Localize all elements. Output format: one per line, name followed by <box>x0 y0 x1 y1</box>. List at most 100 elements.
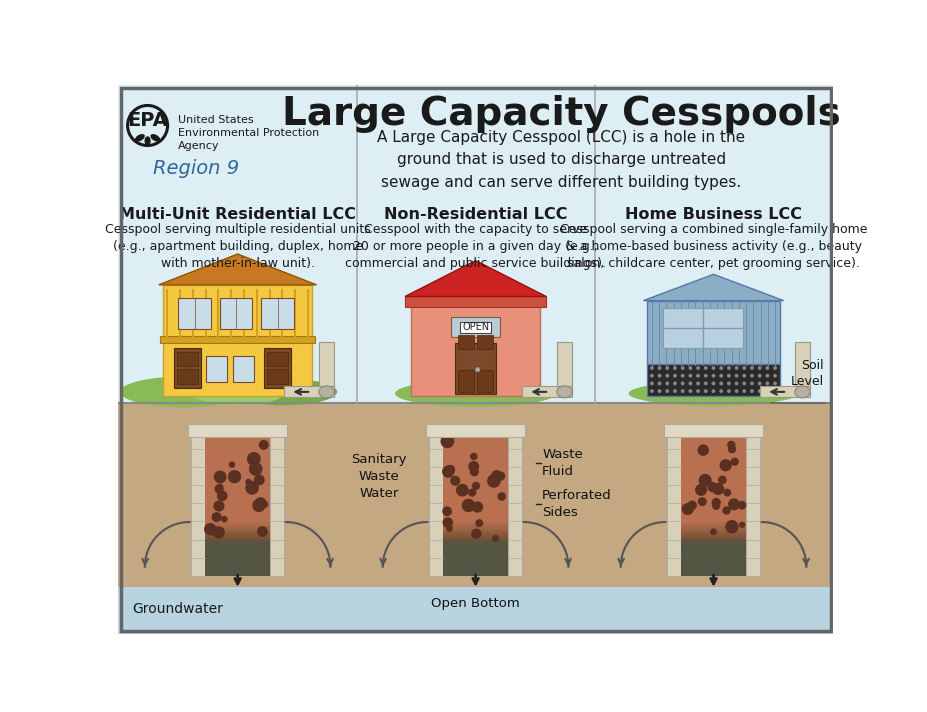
Circle shape <box>709 528 717 535</box>
Circle shape <box>765 374 768 377</box>
Text: Soil
Level: Soil Level <box>790 359 823 388</box>
Polygon shape <box>159 254 316 285</box>
Circle shape <box>765 366 768 370</box>
Circle shape <box>726 366 730 370</box>
Bar <box>442 536 508 539</box>
Bar <box>119 587 832 634</box>
Circle shape <box>469 467 478 476</box>
Circle shape <box>726 389 730 393</box>
Bar <box>425 424 525 436</box>
Bar <box>680 525 745 528</box>
Circle shape <box>718 374 722 377</box>
Circle shape <box>711 374 715 377</box>
Circle shape <box>757 374 761 377</box>
Text: EPA: EPA <box>127 111 168 130</box>
Text: Region 9: Region 9 <box>153 159 239 177</box>
Bar <box>458 370 474 392</box>
Text: A Large Capacity Cesspool (LCC) is a hole in the
ground that is used to discharg: A Large Capacity Cesspool (LCC) is a hol… <box>377 130 744 189</box>
Circle shape <box>213 471 226 483</box>
Circle shape <box>467 488 476 497</box>
Circle shape <box>727 445 735 454</box>
Circle shape <box>706 482 717 492</box>
Circle shape <box>253 474 264 486</box>
Bar <box>261 298 294 329</box>
Text: Open Bottom: Open Bottom <box>431 597 519 610</box>
Circle shape <box>657 366 661 370</box>
Bar <box>264 348 291 388</box>
Circle shape <box>248 462 262 476</box>
Bar <box>191 430 205 576</box>
Circle shape <box>672 382 676 385</box>
Bar <box>442 529 508 532</box>
Circle shape <box>749 389 753 393</box>
Circle shape <box>698 473 711 487</box>
Circle shape <box>657 382 661 385</box>
Circle shape <box>703 389 707 393</box>
Bar <box>163 285 311 396</box>
Ellipse shape <box>556 386 572 398</box>
Circle shape <box>695 366 699 370</box>
Circle shape <box>742 374 745 377</box>
Ellipse shape <box>192 383 283 405</box>
Circle shape <box>204 523 216 535</box>
Circle shape <box>649 374 654 377</box>
Circle shape <box>665 382 668 385</box>
Circle shape <box>718 389 722 393</box>
Circle shape <box>254 497 267 510</box>
Bar <box>319 342 334 392</box>
Circle shape <box>711 502 719 510</box>
Circle shape <box>703 374 707 377</box>
Ellipse shape <box>228 378 337 405</box>
Circle shape <box>442 518 452 528</box>
Circle shape <box>468 461 478 472</box>
Bar <box>522 387 572 397</box>
Circle shape <box>446 525 452 532</box>
Bar <box>556 342 572 392</box>
Circle shape <box>261 501 268 508</box>
Circle shape <box>718 366 722 370</box>
Bar <box>663 424 762 436</box>
Bar <box>404 296 546 308</box>
Bar <box>680 536 745 539</box>
Bar <box>442 525 508 528</box>
Bar <box>178 298 210 329</box>
Bar <box>233 356 254 382</box>
Circle shape <box>688 366 692 370</box>
Bar <box>745 430 759 576</box>
Circle shape <box>649 366 654 370</box>
Ellipse shape <box>395 380 555 407</box>
Circle shape <box>680 366 684 370</box>
Bar <box>680 531 745 535</box>
Bar <box>119 404 832 634</box>
Bar <box>442 434 508 535</box>
Text: OPEN: OPEN <box>462 323 489 333</box>
Bar <box>680 434 745 535</box>
Circle shape <box>711 498 720 507</box>
Text: Cesspool with the capacity to serve
20 or more people in a given day (e.g.,
comm: Cesspool with the capacity to serve 20 o… <box>345 222 605 271</box>
Circle shape <box>228 461 235 468</box>
Circle shape <box>726 374 730 377</box>
Circle shape <box>724 520 738 533</box>
Bar <box>442 531 508 535</box>
Circle shape <box>765 382 768 385</box>
Circle shape <box>711 389 715 393</box>
Circle shape <box>672 389 676 393</box>
Bar <box>680 527 745 530</box>
Bar <box>411 303 540 396</box>
Circle shape <box>214 484 223 493</box>
Bar <box>284 387 334 397</box>
Circle shape <box>772 374 776 377</box>
Circle shape <box>734 382 738 385</box>
Circle shape <box>742 382 745 385</box>
Circle shape <box>672 374 676 377</box>
Bar <box>680 538 745 541</box>
Bar <box>680 533 745 537</box>
Circle shape <box>445 465 454 474</box>
Circle shape <box>487 474 501 488</box>
Circle shape <box>126 104 169 147</box>
Circle shape <box>765 389 768 393</box>
Circle shape <box>440 434 453 448</box>
Bar <box>759 387 809 397</box>
Circle shape <box>497 492 505 501</box>
Bar <box>205 434 270 535</box>
